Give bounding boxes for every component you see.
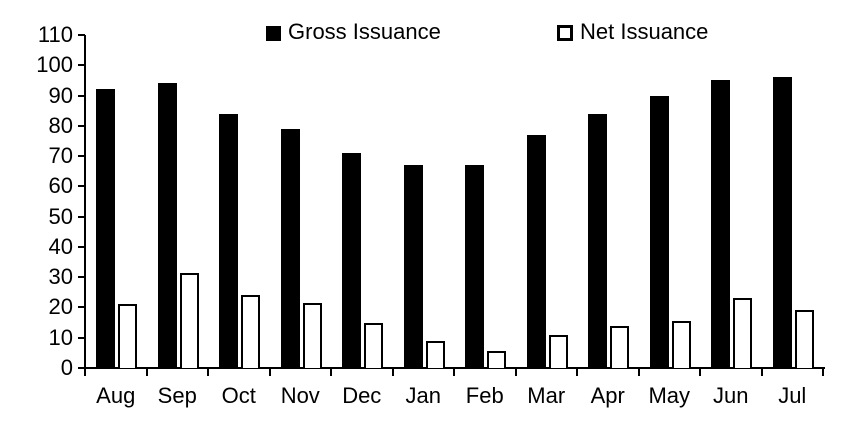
bar-gross-feb (465, 165, 484, 368)
net-issuance-swatch-icon (557, 25, 573, 41)
gross-issuance-swatch-icon (266, 25, 281, 41)
x-tick-label-jan: Jan (405, 383, 441, 408)
bar-gross-jul (772, 77, 792, 368)
y-tick-label-0: 0 (60, 355, 73, 380)
bar-net-jul (794, 310, 814, 368)
bar-gross-apr (588, 113, 607, 368)
bar-net-sep (179, 272, 199, 368)
bar-gross-aug (96, 89, 115, 368)
bar-net-jun (733, 298, 752, 368)
y-tick-label-20: 20 (48, 294, 73, 320)
y-tick-30 (78, 276, 85, 279)
y-tick-label-30: 30 (48, 264, 73, 290)
y-tick-110 (78, 34, 85, 36)
x-tick-label-mar: Mar (527, 383, 566, 408)
bar-net-nov (302, 302, 322, 368)
y-tick-label-80: 80 (48, 112, 73, 138)
y-tick-label-70: 70 (48, 143, 73, 169)
y-tick-label-60: 60 (48, 173, 73, 199)
bar-net-apr (610, 325, 629, 368)
x-tick-label-jul: Jul (778, 383, 807, 408)
x-tick-7 (514, 367, 517, 376)
x-tick-1 (145, 367, 148, 376)
legend-label-gross: Gross Issuance (288, 19, 441, 44)
x-tick-label-feb: Feb (465, 383, 504, 408)
bar-net-feb (487, 351, 506, 368)
y-tick-label-110: 110 (37, 22, 73, 47)
bar-gross-dec (342, 153, 361, 368)
x-tick-5 (391, 367, 394, 376)
y-tick-label-50: 50 (48, 203, 73, 229)
y-tick-40 (78, 245, 85, 248)
y-tick-label-40: 40 (48, 233, 73, 259)
x-tick-4 (330, 367, 332, 376)
bar-gross-sep (157, 83, 177, 368)
x-tick-12 (822, 367, 824, 376)
legend-item-gross-issuance: Gross Issuance (266, 17, 441, 47)
y-tick-90 (78, 94, 85, 97)
x-tick-10 (699, 367, 701, 376)
x-tick-6 (453, 367, 455, 376)
bar-gross-may (649, 95, 669, 368)
x-tick-label-nov: Nov (280, 383, 320, 408)
bar-net-jan (425, 340, 445, 368)
x-tick-label-apr: Apr (590, 383, 625, 408)
x-tick-8 (576, 367, 578, 376)
bar-gross-jun (711, 80, 730, 368)
legend-item-net-issuance: Net Issuance (557, 17, 708, 47)
x-tick-3 (268, 367, 271, 376)
y-tick-70 (78, 155, 85, 158)
y-tick-50 (78, 215, 85, 218)
x-tick-label-oct: Oct (221, 383, 256, 408)
bar-gross-mar (526, 134, 546, 368)
bar-gross-oct (219, 113, 238, 368)
x-tick-label-jun: Jun (713, 383, 749, 408)
y-tick-80 (78, 124, 85, 127)
bar-net-may (671, 321, 691, 368)
x-tick-11 (760, 367, 763, 376)
y-tick-label-100: 100 (36, 52, 73, 78)
bar-net-aug (118, 304, 137, 368)
legend-label-net: Net Issuance (580, 19, 709, 44)
x-tick-label-may: May (648, 383, 691, 408)
x-tick-9 (637, 367, 640, 376)
x-tick-label-aug: Aug (96, 383, 136, 408)
x-tick-2 (207, 367, 209, 376)
bar-net-dec (364, 322, 383, 368)
y-axis-line (84, 35, 86, 369)
x-tick-0 (84, 367, 86, 376)
x-tick-label-dec: Dec (342, 383, 382, 408)
bar-net-oct (241, 295, 260, 368)
y-tick-label-90: 90 (48, 82, 73, 108)
y-tick-0 (78, 367, 85, 369)
y-tick-60 (78, 185, 85, 188)
y-tick-10 (78, 336, 85, 339)
bar-gross-jan (403, 165, 423, 368)
bar-net-mar (548, 334, 568, 368)
y-tick-20 (78, 306, 85, 309)
bar-gross-nov (280, 128, 300, 368)
y-tick-label-10: 10 (48, 324, 73, 350)
y-tick-100 (78, 64, 85, 67)
x-tick-label-sep: Sep (157, 383, 197, 408)
